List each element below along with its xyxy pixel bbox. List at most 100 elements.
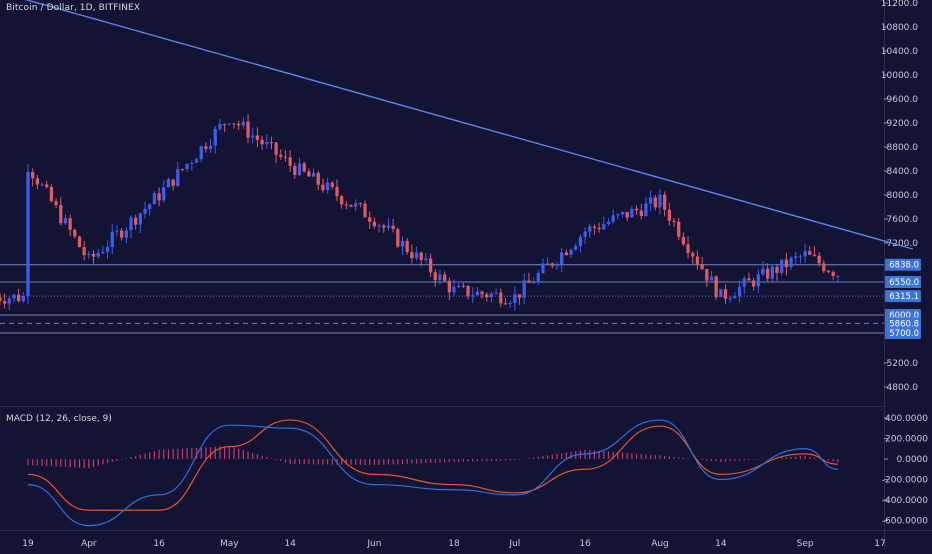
candle-body	[54, 201, 58, 206]
candle-body	[2, 300, 7, 304]
candle-body	[588, 226, 592, 232]
x-tick-label: Jun	[366, 539, 381, 549]
candle-body	[789, 257, 793, 268]
candle-body	[691, 253, 695, 257]
price-tick-label: 8000.0	[887, 191, 919, 201]
candle-body	[438, 274, 442, 280]
candle-body	[742, 278, 746, 287]
candle-body	[148, 204, 152, 209]
candle-body	[447, 280, 451, 293]
candle-body	[681, 236, 686, 245]
candle-body	[26, 172, 30, 297]
candle-body	[222, 124, 227, 126]
candle-body	[794, 256, 798, 258]
candle-body	[503, 303, 508, 305]
candle-body	[475, 291, 480, 296]
candle-body	[751, 280, 756, 287]
macd-tick-label: 0.0000	[897, 455, 929, 465]
candle-body	[803, 251, 807, 257]
candle-body	[784, 259, 789, 268]
price-level-label: 6550.0	[889, 278, 919, 288]
price-tick-label: 11200.0	[881, 0, 918, 9]
x-tick-label: Sep	[797, 539, 814, 549]
candle-body	[227, 123, 231, 125]
candle-body	[386, 225, 391, 228]
candle-body	[616, 214, 620, 216]
candle-body	[756, 274, 760, 287]
candle-body	[836, 275, 840, 277]
candle-body	[761, 268, 765, 275]
candle-body	[396, 228, 400, 247]
candle-body	[180, 169, 185, 171]
candle-body	[672, 220, 676, 222]
candle-body	[611, 215, 615, 222]
candle-body	[489, 293, 494, 298]
candle-body	[138, 213, 142, 225]
trendline	[24, 0, 913, 250]
candle-body	[812, 254, 817, 256]
price-tick-label: 9600.0	[887, 95, 919, 105]
candle-body	[316, 172, 320, 185]
candle-body	[311, 172, 316, 177]
macd-tick-label: -600.0000	[882, 517, 928, 527]
candle-body	[129, 217, 133, 231]
macd-tick-label: 200.0000	[885, 435, 928, 445]
x-tick-label: 19	[22, 539, 34, 549]
candle-body	[152, 193, 157, 205]
candle-body	[12, 294, 16, 299]
candle-body	[199, 146, 203, 160]
candle-body	[157, 193, 161, 201]
candle-body	[176, 169, 180, 186]
candle-body	[246, 121, 250, 138]
macd-tick-label: -400.0000	[882, 496, 928, 506]
candle-body	[466, 285, 470, 297]
candle-body	[110, 231, 114, 247]
candle-body	[648, 197, 653, 204]
price-level-badge	[885, 276, 921, 288]
x-tick-label: 16	[579, 539, 591, 549]
candle-body	[91, 253, 96, 257]
candle-body	[597, 227, 601, 230]
candle-body	[508, 302, 512, 304]
candle-body	[522, 280, 526, 298]
candle-body	[442, 274, 447, 281]
candle-body	[190, 162, 194, 164]
price-level-badge	[885, 327, 921, 339]
price-tick-label: 10000.0	[881, 71, 918, 81]
candle-body	[433, 272, 437, 280]
candle-body	[166, 179, 171, 188]
candle-body	[330, 182, 334, 187]
x-tick-label: 14	[284, 539, 296, 549]
candle-body	[405, 240, 409, 253]
candle-body	[382, 225, 386, 228]
candle-body	[260, 139, 264, 145]
price-tick-label: 10400.0	[881, 47, 918, 57]
candle-body	[578, 236, 583, 246]
candle-body	[555, 264, 559, 266]
price-level-label: 6838.0	[889, 261, 919, 271]
candle-body	[213, 128, 217, 146]
candle-body	[255, 135, 260, 140]
candle-body	[21, 296, 25, 302]
candle-body	[780, 259, 784, 273]
x-tick-label: 17	[874, 539, 885, 549]
price-tick-label: 8800.0	[887, 143, 919, 153]
candle-body	[279, 154, 283, 157]
candle-body	[452, 287, 456, 293]
candle-body	[728, 298, 732, 300]
macd-line	[27, 419, 838, 527]
price-tick-label: 5200.0	[887, 359, 919, 369]
candle-body	[733, 296, 737, 299]
candle-body	[545, 263, 550, 265]
candle-body	[499, 292, 503, 304]
candle-body	[105, 246, 110, 252]
candle-body	[31, 172, 35, 179]
candle-body	[297, 163, 302, 175]
candle-body	[822, 263, 826, 271]
price-level-badge	[885, 290, 921, 303]
candle-body	[7, 298, 11, 304]
price-tick-label: 8400.0	[887, 167, 919, 177]
candle-body	[241, 121, 245, 126]
